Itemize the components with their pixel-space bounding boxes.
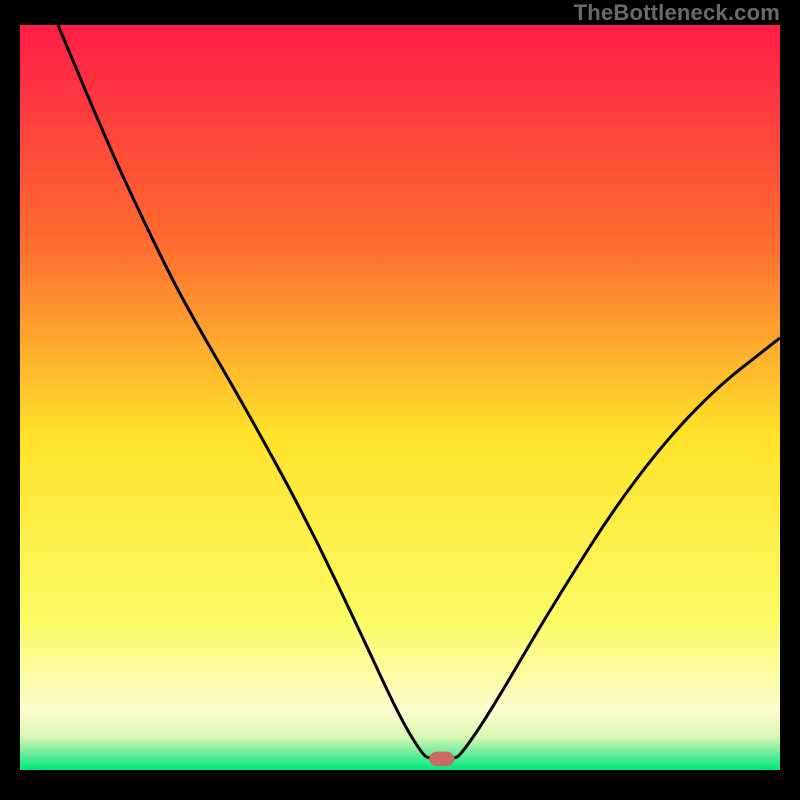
bottleneck-chart (20, 25, 780, 770)
watermark-label: TheBottleneck.com (574, 0, 780, 26)
gradient-background (20, 25, 780, 770)
chart-frame: TheBottleneck.com (0, 0, 800, 800)
optimal-point-marker (430, 752, 454, 765)
plot-area (20, 25, 780, 770)
